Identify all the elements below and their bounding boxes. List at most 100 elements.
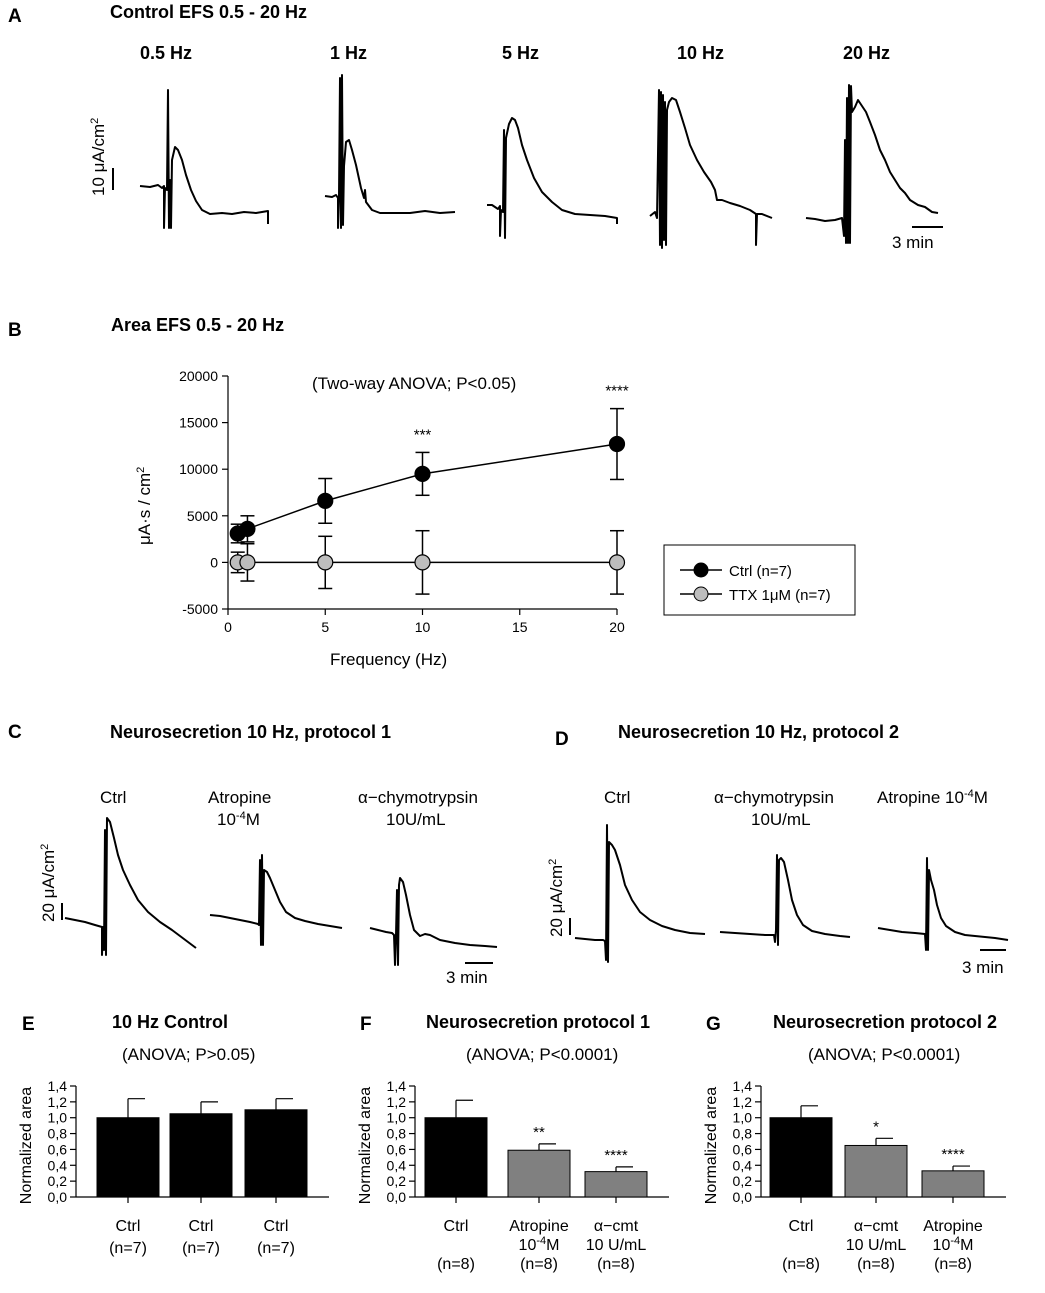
category-count: (n=7) [182, 1240, 220, 1257]
category-label: Ctrl [264, 1218, 289, 1235]
panel-b-annotation: (Two-way ANOVA; P<0.05) [312, 374, 516, 393]
trace-d-ctrl [574, 824, 706, 963]
panel-letter-c: C [8, 722, 22, 743]
panel-f-annotation: (ANOVA; P<0.0001) [466, 1045, 618, 1064]
series-line [237, 443, 618, 535]
y-tick-label: 10000 [179, 461, 218, 477]
significance-marker: **** [604, 1147, 628, 1164]
y-tick-label: 0,8 [733, 1126, 753, 1142]
y-tick-label: 0,0 [48, 1189, 68, 1205]
y-tick-label: 1,2 [733, 1094, 753, 1110]
legend-label-ctrl: Ctrl (n=7) [729, 563, 792, 580]
category-label: Ctrl [789, 1218, 814, 1235]
significance-marker: **** [941, 1146, 965, 1163]
data-point [239, 520, 256, 537]
trace-a-5hz [487, 117, 618, 239]
bar-chart-f: 0,00,20,40,60,81,01,21,4 Normalized area C… [357, 1078, 669, 1273]
y-tick-label: 1,4 [387, 1078, 407, 1094]
data-point [317, 492, 334, 509]
trace-d-chymotrypsin [719, 854, 851, 946]
panel-c-title: Neurosecretion 10 Hz, protocol 1 [110, 722, 391, 742]
y-tick-label: 0,4 [387, 1157, 407, 1173]
bar [584, 1171, 648, 1198]
y-tick-label: 0,2 [733, 1173, 753, 1189]
trace-c-chymotrypsin [369, 877, 498, 966]
scale-label-d-horizontal: 3 min [962, 958, 1004, 977]
trace-label-20hz: 20 Hz [843, 43, 890, 63]
y-tick-label: 0,4 [48, 1157, 68, 1173]
panel-e: E 10 Hz Control (ANOVA; P>0.05) 0,00,20,… [18, 1012, 329, 1257]
y-tick-label: 0,4 [733, 1157, 753, 1173]
y-axis-label: Normalized area [703, 1087, 720, 1204]
x-tick-label: 0 [224, 619, 232, 635]
trace-d-atropine [877, 857, 1009, 951]
trace-label-c-chymotrypsin: α−chymotrypsin [358, 788, 478, 807]
y-tick-label: 0,0 [387, 1189, 407, 1205]
data-point [608, 554, 626, 571]
panel-g: G Neurosecretion protocol 2 (ANOVA; P<0.… [703, 1012, 1006, 1273]
trace-a-20hz [805, 84, 939, 244]
category-label: Atropine [923, 1218, 983, 1235]
panel-a: A Control EFS 0.5 - 20 Hz 0.5 Hz 1 Hz 5 … [8, 2, 943, 252]
y-tick-label: 1,2 [387, 1094, 407, 1110]
trace-label-d-chymotrypsin: α−chymotrypsin [714, 788, 834, 807]
data-point [317, 554, 334, 571]
panel-d-title: Neurosecretion 10 Hz, protocol 2 [618, 722, 899, 742]
bar [96, 1117, 160, 1198]
category-sublabel: 10 U/mL [586, 1237, 647, 1254]
category-label: α−cmt [854, 1218, 899, 1235]
trace-label-0-5hz: 0.5 Hz [140, 43, 192, 63]
significance-marker: **** [605, 383, 629, 400]
y-tick-label: 0,6 [48, 1141, 68, 1157]
data-point [414, 554, 431, 571]
significance-marker: *** [414, 426, 432, 443]
panel-f-title: Neurosecretion protocol 1 [426, 1012, 650, 1032]
category-count: (n=8) [857, 1256, 895, 1273]
legend: Ctrl (n=7) TTX 1μM (n=7) [663, 544, 856, 616]
y-tick-label: 5000 [187, 508, 218, 524]
bar [921, 1170, 985, 1198]
category-count: (n=7) [257, 1240, 295, 1257]
trace-a-1hz [324, 74, 456, 229]
trace-c-ctrl [64, 817, 197, 956]
panel-e-title: 10 Hz Control [112, 1012, 228, 1032]
panel-letter-e: E [22, 1014, 35, 1035]
panel-c: C Neurosecretion 10 Hz, protocol 1 Ctrl … [8, 722, 498, 987]
y-tick-label: 1,4 [733, 1078, 753, 1094]
bar [769, 1117, 833, 1198]
trace-label-5hz: 5 Hz [502, 43, 539, 63]
significance-marker: * [873, 1118, 879, 1135]
y-tick-label: 0,6 [733, 1141, 753, 1157]
data-point [414, 465, 431, 482]
y-tick-label: 0,2 [387, 1173, 407, 1189]
x-tick-label: 15 [512, 619, 528, 635]
category-label: Ctrl [116, 1218, 141, 1235]
trace-a-10hz [649, 89, 773, 249]
x-tick-label: 5 [321, 619, 329, 635]
legend-marker-ctrl [693, 562, 709, 578]
trace-label-c-atropine: Atropine [208, 788, 271, 807]
y-tick-label: 0,0 [733, 1189, 753, 1205]
trace-label-1hz: 1 Hz [330, 43, 367, 63]
scale-label-c-horizontal: 3 min [446, 968, 488, 987]
y-tick-label: 1,4 [48, 1078, 68, 1094]
trace-a-0-5hz [139, 89, 269, 229]
category-label: Atropine [509, 1218, 569, 1235]
y-tick-label: 15000 [179, 415, 218, 431]
trace-label-d-chymotrypsin-conc: 10U/mL [751, 810, 811, 829]
category-sublabel: 10-4M [933, 1235, 974, 1254]
panel-a-title: Control EFS 0.5 - 20 Hz [110, 2, 307, 22]
y-tick-label: 1,0 [387, 1110, 407, 1126]
y-axis-label: Normalized area [18, 1087, 35, 1204]
bar-chart-e: 0,00,20,40,60,81,01,21,4 Normalized area C… [18, 1078, 329, 1257]
bar [844, 1144, 908, 1198]
category-count: (n=8) [437, 1256, 475, 1273]
x-tick-label: 10 [415, 619, 431, 635]
category-sublabel: 10 U/mL [846, 1237, 907, 1254]
trace-c-atropine [209, 854, 343, 946]
category-label: α−cmt [594, 1218, 639, 1235]
scale-label-c-vertical: 20 μA/cm2 [39, 844, 58, 922]
category-count: (n=8) [597, 1256, 635, 1273]
bar [244, 1109, 308, 1198]
